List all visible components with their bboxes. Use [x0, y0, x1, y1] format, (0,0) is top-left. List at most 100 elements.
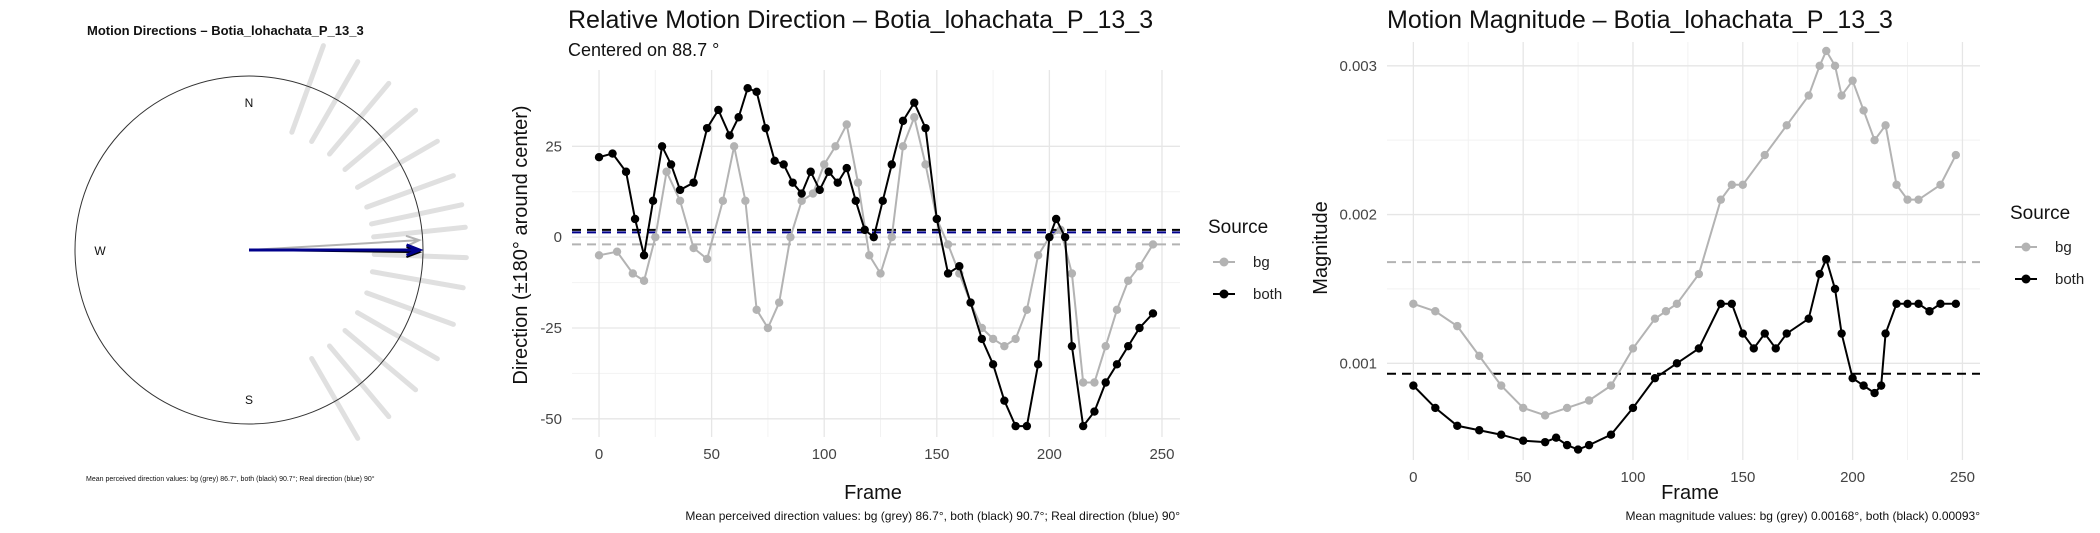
arrow-real-direction-head — [405, 243, 424, 257]
data-point-bg — [1859, 106, 1868, 115]
data-point-both — [648, 196, 658, 206]
data-point-bg — [1848, 76, 1857, 85]
compass-spokes — [289, 43, 469, 441]
data-point-bg — [842, 120, 851, 129]
data-point-bg — [1892, 180, 1901, 190]
magnitude-series — [1409, 46, 1961, 454]
data-point-both — [1022, 421, 1032, 431]
data-point-both — [1727, 299, 1737, 309]
data-point-both — [1124, 341, 1133, 351]
data-point-bg — [612, 247, 622, 256]
data-point-both — [1011, 421, 1020, 431]
data-point-bg — [1562, 403, 1572, 413]
data-point-bg — [808, 189, 818, 198]
data-point-both — [1090, 407, 1099, 416]
data-point-bg — [1453, 321, 1462, 331]
data-point-bg — [1135, 262, 1144, 271]
data-point-bg — [1540, 411, 1550, 420]
data-point-both — [1936, 299, 1945, 309]
data-point-bg — [1124, 276, 1133, 285]
data-point-both — [1000, 396, 1009, 405]
compass-spoke — [364, 290, 456, 327]
data-point-both — [977, 334, 987, 344]
arrow-bg-mean-head — [405, 234, 422, 247]
data-point-bg — [1409, 299, 1418, 309]
data-point-both — [779, 160, 788, 169]
data-point-bg — [1033, 251, 1043, 260]
data-point-bg — [729, 142, 739, 151]
direction-x-label: Frame — [844, 482, 902, 504]
data-point-both — [734, 113, 743, 122]
data-point-bg — [1815, 61, 1824, 71]
magnitude-x-label: Frame — [1661, 482, 1719, 504]
compass-spoke — [364, 173, 456, 210]
x-tick-label: 150 — [1730, 469, 1755, 486]
data-point-both — [824, 167, 833, 176]
data-point-bg — [1148, 240, 1158, 249]
data-point-both — [725, 131, 734, 140]
data-point-bg — [662, 167, 671, 176]
data-point-bg — [1628, 344, 1638, 353]
data-point-both — [657, 142, 667, 151]
data-point-both — [1876, 381, 1886, 390]
compass-label-s: S — [245, 393, 253, 407]
data-point-bg — [1584, 396, 1594, 405]
compass-panel: Motion Directions – Botia_lohachata_P_13… — [74, 23, 469, 483]
compass-spoke — [354, 310, 440, 362]
data-point-bg — [1000, 341, 1009, 351]
data-point-bg — [831, 142, 840, 151]
data-point-bg — [786, 232, 795, 242]
data-point-both — [1551, 433, 1561, 442]
direction-title: Relative Motion Direction – Botia_lohach… — [568, 6, 1153, 34]
y-tick-label: -25 — [540, 320, 562, 337]
data-point-bg — [774, 298, 784, 307]
data-point-bg — [910, 113, 919, 122]
x-tick-label: 200 — [1840, 469, 1865, 486]
legend-label-both: both — [2055, 271, 2084, 288]
data-point-bg — [639, 276, 649, 285]
data-point-bg — [689, 243, 698, 253]
data-point-bg — [1881, 121, 1890, 130]
data-point-both — [1078, 421, 1088, 431]
data-point-bg — [1497, 381, 1506, 390]
data-point-both — [1848, 373, 1857, 383]
data-point-bg — [1067, 269, 1077, 278]
data-point-bg — [1870, 135, 1879, 145]
data-point-both — [594, 153, 604, 162]
x-tick-label: 250 — [1950, 469, 1975, 486]
data-point-both — [1760, 329, 1769, 338]
y-tick-label: 0 — [554, 229, 562, 246]
data-point-both — [639, 251, 649, 260]
data-point-both — [1804, 314, 1813, 323]
x-tick-label: 150 — [924, 446, 949, 463]
magnitude-legend: bg both — [2015, 239, 2084, 288]
data-point-both — [761, 123, 770, 133]
data-point-bg — [1738, 180, 1748, 190]
legend-key-point-bg — [2021, 242, 2031, 252]
data-point-both — [743, 83, 752, 93]
data-point-both — [1694, 344, 1704, 353]
data-point-bg — [1760, 150, 1769, 160]
data-point-both — [1628, 403, 1638, 413]
direction-y-label: Direction (±180° around center) — [510, 105, 532, 384]
y-tick-label: 0.002 — [1339, 207, 1377, 224]
legend-label-bg: bg — [1253, 254, 1270, 271]
x-tick-label: 50 — [703, 446, 720, 463]
data-point-bg — [1431, 307, 1440, 316]
data-point-bg — [702, 254, 712, 264]
data-point-both — [1573, 445, 1583, 454]
data-point-both — [1518, 436, 1528, 445]
data-point-bg — [594, 251, 604, 260]
compass-spoke — [309, 59, 361, 145]
data-point-both — [666, 160, 676, 169]
data-point-bg — [1837, 91, 1846, 100]
data-point-bg — [820, 160, 829, 169]
legend-label-both: both — [1253, 286, 1282, 303]
data-point-bg — [1782, 121, 1791, 130]
data-point-both — [1837, 329, 1846, 338]
data-point-both — [1060, 232, 1070, 242]
x-tick-label: 100 — [812, 446, 837, 463]
magnitude-y-label: Magnitude — [1310, 201, 1332, 294]
x-tick-label: 0 — [595, 446, 603, 463]
